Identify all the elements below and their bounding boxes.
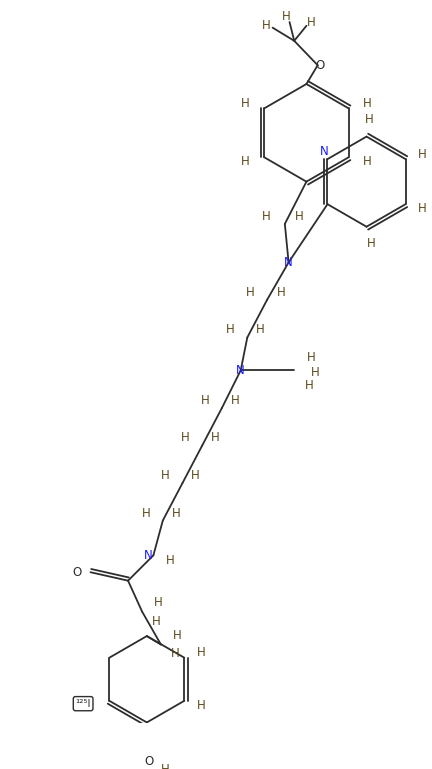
Text: H: H bbox=[211, 431, 220, 444]
Text: H: H bbox=[256, 324, 265, 337]
Text: H: H bbox=[166, 554, 175, 568]
Text: H: H bbox=[418, 202, 427, 215]
Text: H: H bbox=[295, 210, 303, 223]
Text: H: H bbox=[152, 614, 161, 628]
Text: H: H bbox=[142, 507, 150, 520]
Text: H: H bbox=[418, 148, 427, 161]
Text: H: H bbox=[226, 324, 235, 337]
Text: H: H bbox=[311, 366, 319, 379]
Text: N: N bbox=[144, 549, 153, 562]
Text: H: H bbox=[283, 10, 291, 23]
Text: H: H bbox=[363, 155, 372, 168]
Text: N: N bbox=[320, 145, 329, 158]
Text: H: H bbox=[307, 15, 315, 28]
Text: H: H bbox=[172, 628, 181, 641]
Text: H: H bbox=[231, 394, 239, 407]
Text: H: H bbox=[262, 19, 270, 32]
Text: H: H bbox=[181, 431, 190, 444]
Text: H: H bbox=[200, 394, 210, 407]
Text: O: O bbox=[73, 566, 82, 579]
Text: H: H bbox=[246, 286, 254, 299]
Text: H: H bbox=[262, 210, 270, 223]
Text: H: H bbox=[367, 237, 375, 250]
Text: O: O bbox=[315, 58, 324, 72]
Text: H: H bbox=[197, 647, 206, 660]
Text: H: H bbox=[307, 351, 315, 364]
Text: H: H bbox=[197, 699, 206, 712]
Text: N: N bbox=[236, 364, 245, 377]
Text: H: H bbox=[161, 469, 170, 482]
Text: H: H bbox=[363, 97, 372, 110]
Text: N: N bbox=[284, 256, 293, 269]
Text: H: H bbox=[154, 596, 162, 609]
Text: H: H bbox=[172, 507, 180, 520]
Text: H: H bbox=[365, 113, 374, 126]
Text: ¹²⁵I: ¹²⁵I bbox=[76, 699, 91, 709]
Text: H: H bbox=[277, 286, 286, 299]
Text: H: H bbox=[161, 763, 170, 769]
Text: H: H bbox=[191, 469, 200, 482]
Text: O: O bbox=[144, 755, 153, 768]
Text: H: H bbox=[171, 647, 179, 661]
Text: H: H bbox=[305, 379, 314, 392]
Text: H: H bbox=[241, 97, 250, 110]
Text: H: H bbox=[241, 155, 250, 168]
